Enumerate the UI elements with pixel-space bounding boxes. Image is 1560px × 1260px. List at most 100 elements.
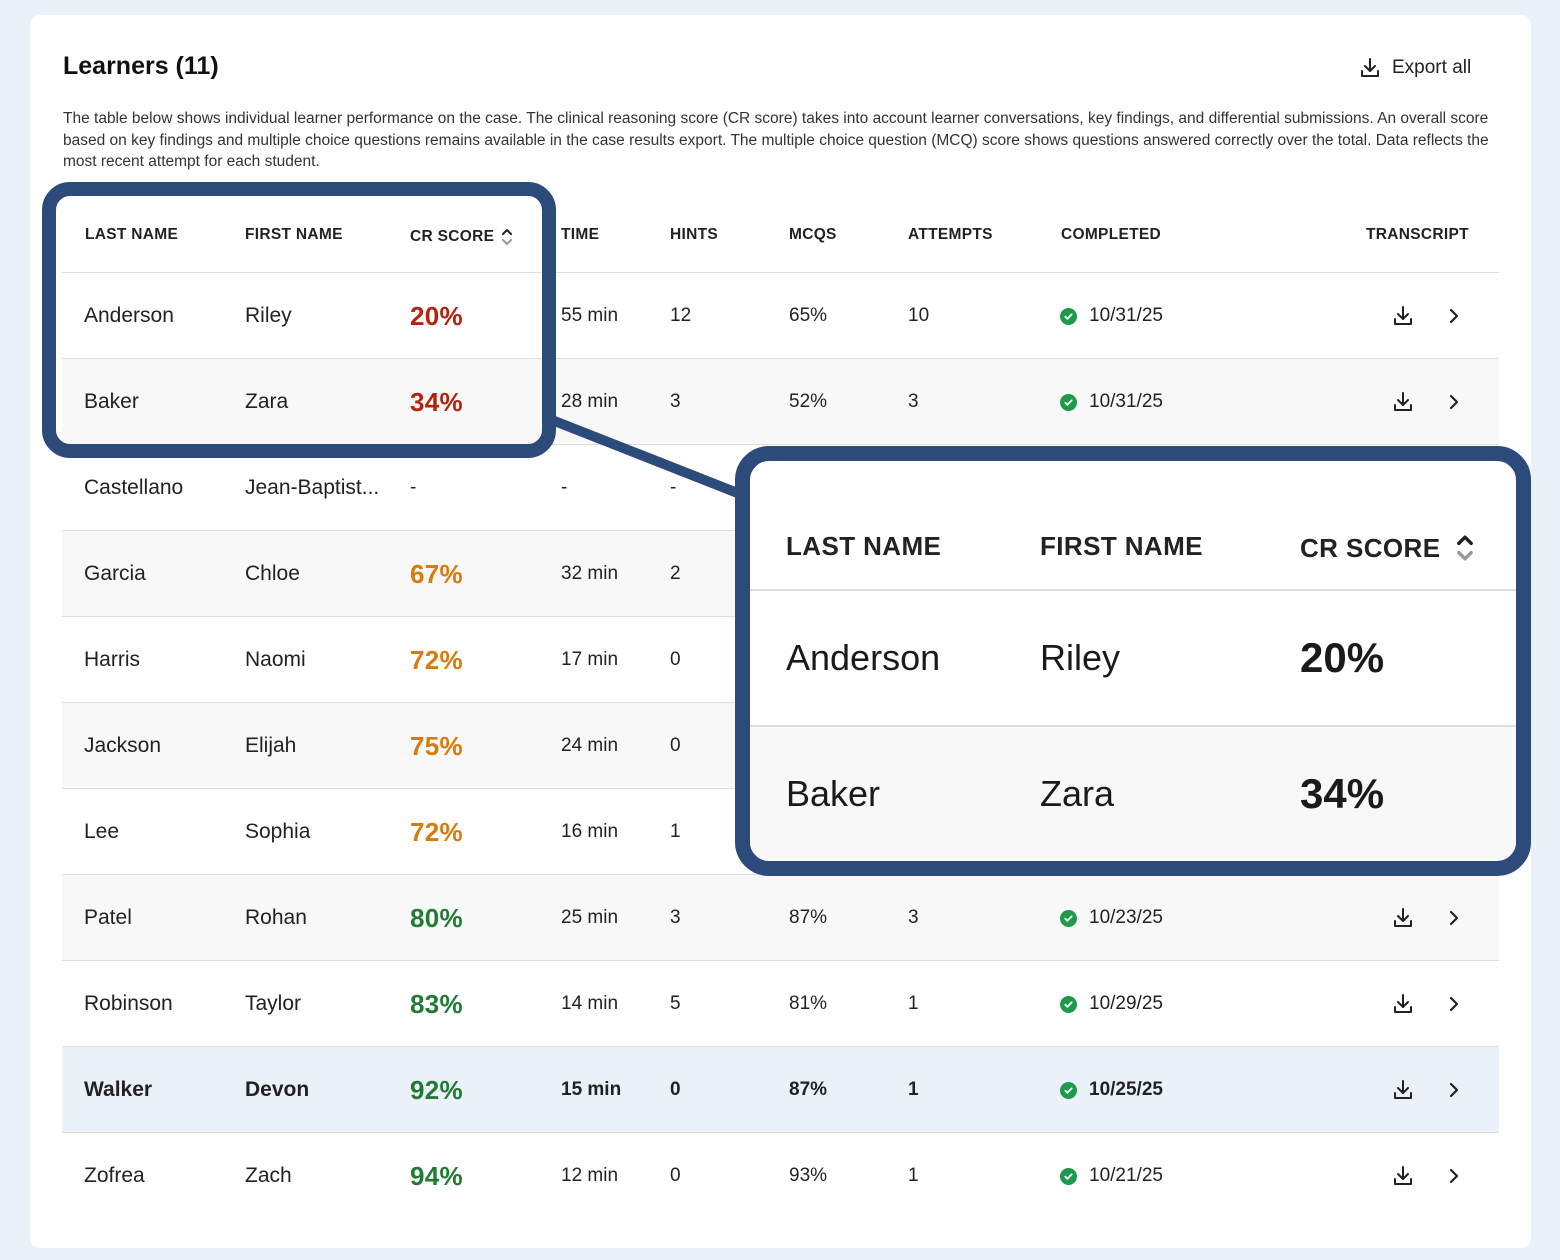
time-cell: -: [561, 477, 568, 498]
hints-cell: 2: [670, 563, 681, 584]
table-row[interactable]: Baker Zara 34% 28 min 3 52% 3 10/31/25: [62, 358, 1499, 444]
download-transcript-button[interactable]: [1391, 359, 1415, 445]
hints-cell: 1: [670, 821, 681, 842]
time-cell: 55 min: [561, 305, 619, 326]
open-transcript-button[interactable]: [1442, 273, 1466, 359]
last-name-cell: Garcia: [84, 562, 146, 585]
table-row[interactable]: Castellano Jean-Baptist... - - -: [62, 444, 1499, 530]
export-all-button[interactable]: Export all: [1358, 56, 1471, 80]
table-description: The table below shows individual learner…: [63, 110, 1489, 170]
open-transcript-button[interactable]: [1442, 1133, 1466, 1219]
hints-cell: 5: [670, 993, 681, 1014]
open-transcript-button[interactable]: [1442, 875, 1466, 961]
zoom-row: Anderson Riley 20%: [750, 589, 1516, 723]
download-transcript-button[interactable]: [1391, 875, 1415, 961]
check-circle-icon: [1060, 1167, 1077, 1185]
table-row[interactable]: Robinson Taylor 83% 14 min 5 81% 1 10/29/25: [62, 960, 1499, 1046]
column-header-attempts[interactable]: ATTEMPTS: [908, 226, 993, 243]
check-circle-icon: [1060, 909, 1077, 927]
time-cell: 28 min: [561, 391, 619, 412]
last-name-cell: Anderson: [84, 304, 174, 327]
column-header-cr-score[interactable]: CR SCORE: [410, 226, 514, 248]
column-header-completed[interactable]: COMPLETED: [1061, 226, 1162, 243]
cr-score-header-label: CR SCORE: [410, 228, 495, 246]
column-header-time[interactable]: TIME: [561, 226, 600, 243]
completed-date: 10/29/25: [1089, 993, 1163, 1014]
table-row[interactable]: Zofrea Zach 94% 12 min 0 93% 1 10/21/25: [62, 1132, 1499, 1218]
completed-date: 10/31/25: [1089, 391, 1163, 412]
first-name-cell: Zara: [245, 390, 289, 413]
time-cell: 25 min: [561, 907, 619, 928]
time-cell: 17 min: [561, 649, 619, 670]
column-header-last-name[interactable]: LAST NAME: [85, 226, 179, 243]
last-name-cell: Castellano: [84, 476, 184, 499]
chevron-right-icon: [1449, 996, 1459, 1012]
check-circle-icon: [1060, 307, 1077, 325]
first-name-cell: Naomi: [245, 648, 306, 671]
attempts-cell: 3: [908, 907, 919, 928]
download-icon: [1394, 392, 1412, 411]
download-transcript-button[interactable]: [1391, 1133, 1415, 1219]
zoom-callout: LAST NAME FIRST NAME CR SCORE Anderson R…: [735, 446, 1531, 876]
check-circle-icon: [1060, 393, 1077, 411]
sort-icon[interactable]: [500, 226, 514, 248]
download-transcript-button[interactable]: [1391, 961, 1415, 1047]
chevron-right-icon: [1449, 394, 1459, 410]
check-circle-icon: [1060, 995, 1077, 1013]
last-name-cell: Robinson: [84, 992, 173, 1015]
completed-cell: 10/31/25: [1060, 273, 1163, 359]
cr-score-cell: 67%: [410, 558, 463, 589]
completed-date: 10/25/25: [1089, 1079, 1163, 1100]
hints-cell: 12: [670, 305, 692, 326]
column-header-hints[interactable]: HINTS: [670, 226, 718, 243]
first-name-cell: Devon: [245, 1078, 310, 1101]
completed-date: 10/31/25: [1089, 305, 1163, 326]
table-row[interactable]: Anderson Riley 20% 55 min 12 65% 10 10/31/25: [62, 272, 1499, 358]
first-name-cell: Zach: [245, 1164, 292, 1187]
mcqs-cell: 87%: [789, 907, 828, 928]
zoom-last-name: Baker: [786, 773, 881, 814]
last-name-cell: Patel: [84, 906, 132, 929]
last-name-cell: Walker: [84, 1078, 153, 1101]
first-name-cell: Riley: [245, 304, 292, 327]
attempts-cell: 1: [908, 993, 919, 1014]
cr-score-cell: 75%: [410, 730, 463, 761]
zoom-first-name: Zara: [1040, 773, 1115, 814]
chevron-right-icon: [1449, 1168, 1459, 1184]
first-name-cell: Taylor: [245, 992, 302, 1015]
mcqs-cell: 52%: [789, 391, 828, 412]
attempts-cell: 3: [908, 391, 919, 412]
open-transcript-button[interactable]: [1442, 961, 1466, 1047]
first-name-cell: Elijah: [245, 734, 297, 757]
table-row[interactable]: Patel Rohan 80% 25 min 3 87% 3 10/23/25: [62, 874, 1499, 960]
attempts-cell: 1: [908, 1079, 919, 1100]
hints-cell: 0: [670, 1079, 681, 1100]
completed-cell: 10/23/25: [1060, 875, 1163, 961]
download-icon: [1361, 58, 1379, 77]
completed-cell: 10/25/25: [1060, 1047, 1163, 1133]
cr-score-cell: 92%: [410, 1074, 463, 1105]
cr-score-cell: 72%: [410, 644, 463, 675]
column-header-first-name[interactable]: FIRST NAME: [245, 226, 343, 243]
column-header-mcqs[interactable]: MCQS: [789, 226, 837, 243]
hints-cell: 0: [670, 649, 681, 670]
completed-cell: 10/29/25: [1060, 961, 1163, 1047]
download-transcript-button[interactable]: [1391, 1047, 1415, 1133]
completed-date: 10/23/25: [1089, 907, 1163, 928]
zoom-row: Baker Zara 34%: [750, 725, 1516, 859]
first-name-cell: Chloe: [245, 562, 300, 585]
mcqs-cell: 65%: [789, 305, 828, 326]
download-transcript-button[interactable]: [1391, 273, 1415, 359]
hints-cell: 3: [670, 391, 681, 412]
hints-cell: 3: [670, 907, 681, 928]
open-transcript-button[interactable]: [1442, 359, 1466, 445]
first-name-cell: Jean-Baptist...: [245, 476, 380, 499]
download-icon: [1394, 306, 1412, 325]
zoom-cr-score: 34%: [1300, 770, 1385, 817]
open-transcript-button[interactable]: [1442, 1047, 1466, 1133]
time-cell: 32 min: [561, 563, 619, 584]
table-row[interactable]: Walker Devon 92% 15 min 0 87% 1 10/25/25: [62, 1046, 1499, 1132]
download-icon: [1394, 994, 1412, 1013]
zoom-cr-score-label: CR SCORE: [1300, 532, 1441, 563]
chevron-right-icon: [1449, 1082, 1459, 1098]
